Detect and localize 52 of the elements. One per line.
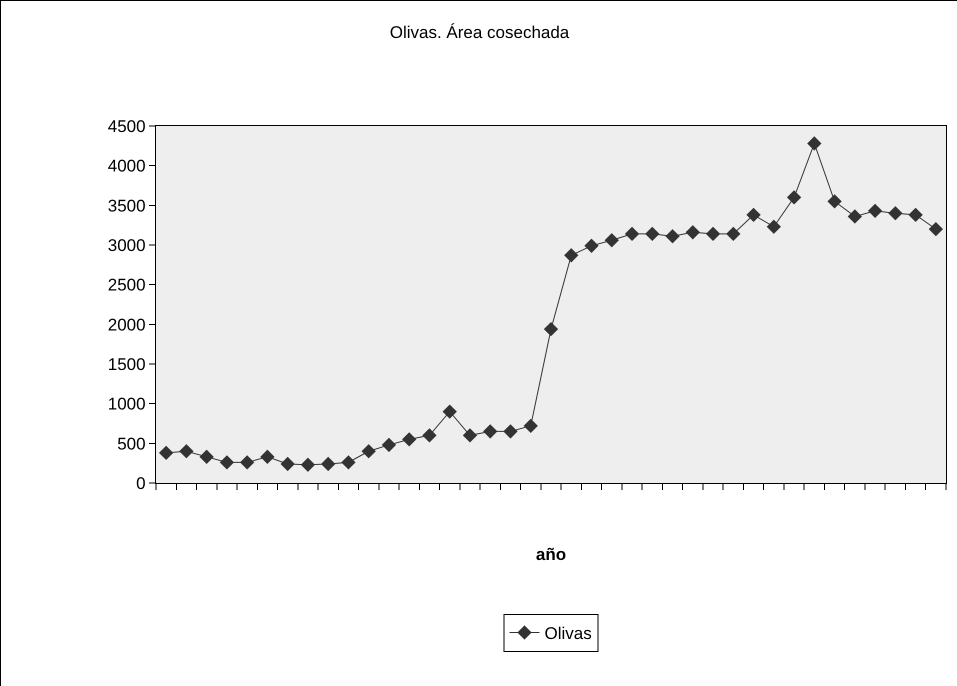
y-tick-label: 2500 <box>108 276 146 295</box>
point <box>746 208 761 222</box>
point <box>564 248 578 262</box>
y-tick-label: 4000 <box>108 156 146 176</box>
y-tick-label: 2000 <box>108 315 146 334</box>
point <box>645 226 660 242</box>
y-tick-label: 0 <box>136 474 146 493</box>
point <box>665 229 680 244</box>
point <box>179 444 194 458</box>
point <box>280 456 295 472</box>
point <box>888 206 903 220</box>
point <box>848 209 862 224</box>
point <box>199 450 214 464</box>
point <box>158 446 174 460</box>
point <box>706 226 720 242</box>
point <box>908 208 923 222</box>
point <box>584 238 599 253</box>
point <box>503 424 518 439</box>
point <box>827 194 842 209</box>
legend-label: Olivas <box>544 624 592 644</box>
point <box>928 222 944 236</box>
point <box>524 418 538 434</box>
point <box>544 322 558 336</box>
point <box>382 438 396 452</box>
point <box>442 404 457 419</box>
chart-title: Olivas. Área cosechada <box>390 22 570 42</box>
point <box>766 220 781 234</box>
point <box>220 455 234 470</box>
point <box>786 190 802 205</box>
point <box>402 432 416 447</box>
point <box>341 455 356 470</box>
point <box>240 455 254 470</box>
x-axis-title: año <box>536 544 566 564</box>
point <box>321 456 336 472</box>
point <box>362 444 376 458</box>
y-tick-label: 4500 <box>108 116 146 136</box>
point <box>686 225 700 240</box>
y-tick-label: 1000 <box>108 394 146 414</box>
point <box>726 226 740 242</box>
y-tick-label: 3000 <box>108 236 146 255</box>
point <box>300 458 316 472</box>
point <box>483 424 498 439</box>
point <box>260 450 275 464</box>
y-tick-label: 3500 <box>108 196 146 216</box>
y-tick-label: 1500 <box>108 354 146 374</box>
y-tick-label: 500 <box>117 434 146 454</box>
point <box>624 226 640 242</box>
point <box>604 233 619 248</box>
point <box>462 428 478 443</box>
point <box>868 204 882 218</box>
point <box>807 136 822 151</box>
point <box>422 428 437 443</box>
